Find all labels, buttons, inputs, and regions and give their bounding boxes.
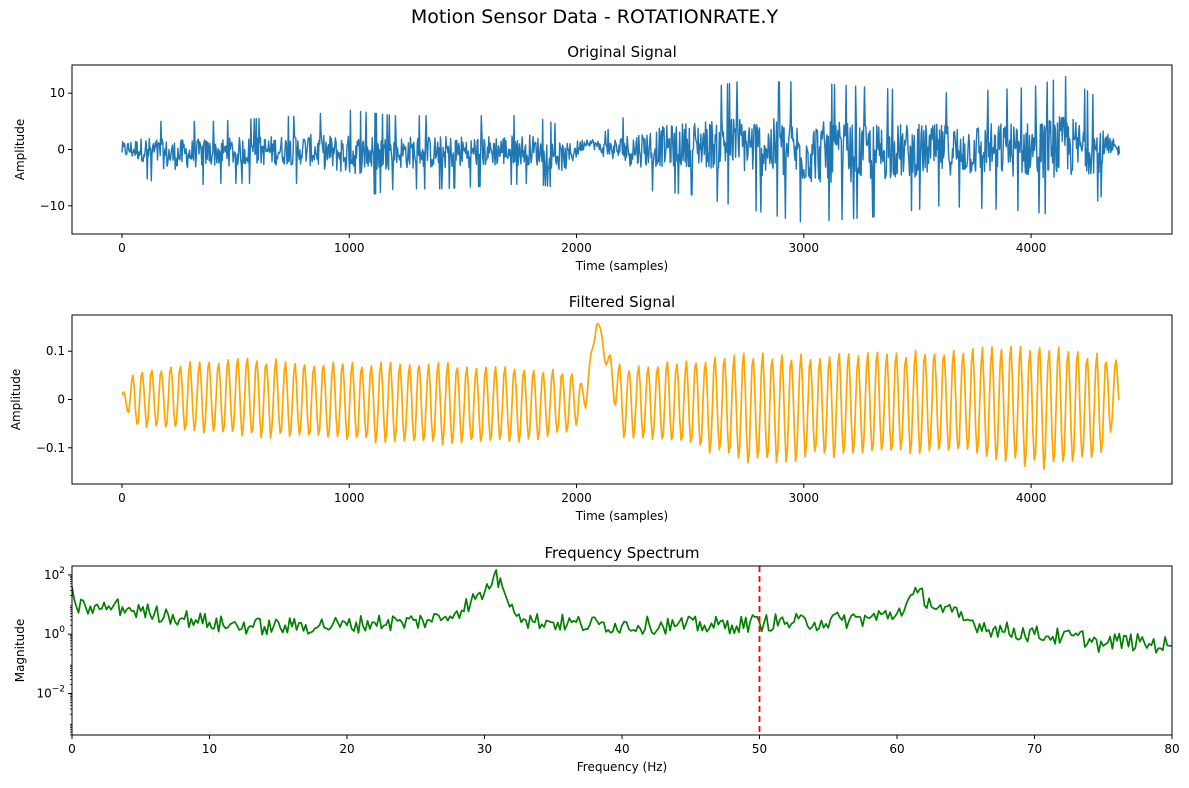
x-tick-label: 3000 [789,241,820,255]
panel-title: Filtered Signal [569,293,675,311]
figure-title: Motion Sensor Data - ROTATIONRATE.Y [410,6,779,28]
x-tick-label: 10 [202,742,217,756]
x-tick-label: 50 [752,742,767,756]
axes-frame [71,565,1173,736]
chart-panel-1: Filtered Signal 0 1000 2000 3000 4000 −0.1 0 0.1… [9,293,1173,523]
x-tick-label: 1000 [334,491,365,505]
y-tick-label: 10−2 [36,684,65,700]
series-line-0 [121,75,1121,223]
x-tick-label: 1000 [334,241,365,255]
x-tick-label: 80 [1164,742,1179,756]
y-tick-label: 102 [44,566,65,582]
y-axis-label: Amplitude [13,119,27,181]
series-line-0 [72,569,1172,654]
x-tick-label: 4000 [1016,491,1047,505]
y-tick-label: −0.1 [36,441,65,455]
x-axis-label: Time (samples) [575,259,668,273]
chart-panel-0: Original Signal 0 1000 2000 3000 4000 −10 0 10 Ti… [13,43,1173,273]
y-tick-label: 10 [50,86,65,100]
y-tick-label: −10 [40,199,65,213]
y-tick-label: 100 [44,625,65,641]
x-tick-label: 40 [614,742,629,756]
y-axis-label: Amplitude [9,369,23,431]
x-axis-label: Time (samples) [575,509,668,523]
x-tick-label: 0 [118,491,126,505]
x-tick-label: 30 [477,742,492,756]
x-tick-label: 2000 [561,241,592,255]
chart-panel-2: Frequency Spectrum 0 10 20 30 40 50 60 70 80 10−2 1… [13,544,1180,774]
x-tick-label: 20 [339,742,354,756]
series-line-0 [121,322,1120,471]
x-axis-label: Frequency (Hz) [577,760,668,774]
panel-title: Frequency Spectrum [545,544,700,562]
y-tick-label: 0 [57,393,65,407]
x-tick-label: 0 [68,742,76,756]
plot-area [121,322,1120,471]
x-tick-label: 60 [889,742,904,756]
plot-area [121,75,1121,223]
panel-title: Original Signal [567,43,677,61]
x-tick-label: 70 [1027,742,1042,756]
x-tick-label: 4000 [1016,241,1047,255]
plot-area [72,566,1172,735]
y-tick-label: 0 [57,143,65,157]
y-tick-label: 0.1 [46,344,65,358]
x-tick-label: 0 [118,241,126,255]
x-tick-label: 2000 [561,491,592,505]
x-tick-label: 3000 [789,491,820,505]
y-axis-label: Magnitude [13,619,27,683]
